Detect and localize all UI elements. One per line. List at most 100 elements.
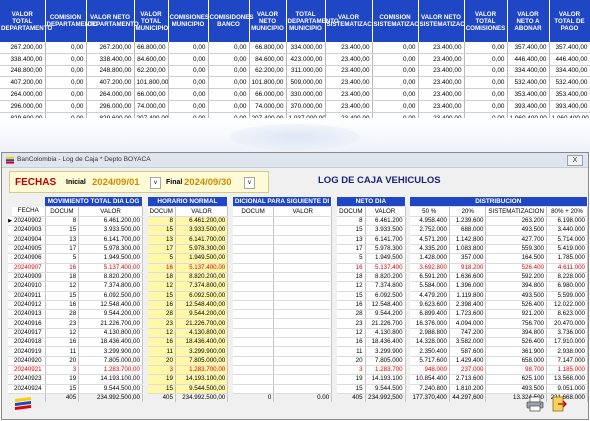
cell-d20: 1.083.800: [449, 244, 487, 255]
cell-nd-doc: 12: [337, 328, 366, 339]
column-gap: [331, 253, 338, 264]
start-date-dropdown[interactable]: v: [150, 177, 161, 189]
cell-mt-val: 5.137.400,00: [78, 263, 143, 273]
column-gap: [142, 384, 148, 394]
col-header-docum[interactable]: DOCUM: [147, 206, 176, 217]
log-caja-grid: MOVIMIENTO TOTAL DIA LOG HORARIO NORMAL …: [8, 197, 589, 403]
cell-d8020: 5.714.000: [546, 235, 589, 245]
end-date-dropdown[interactable]: v: [244, 177, 255, 189]
table-row[interactable]: 20240921 3 1.283.700,00 3 1.283.700,00 3 1.283…: [8, 365, 589, 376]
table-row[interactable]: 20240923 19 14.193.100,00 19 14.193.100,00 19…: [8, 374, 589, 385]
cell-nd-doc: 12: [337, 281, 366, 292]
cell-nd-doc: 5: [337, 253, 366, 264]
cell-ad-doc: [232, 272, 275, 283]
col-header-sistematizacion[interactable]: SISTEMATIZACION: [485, 206, 547, 217]
close-button[interactable]: X: [567, 155, 583, 166]
cell-nd-val: 5.137.400: [365, 263, 406, 273]
column-gap: [142, 291, 148, 301]
column-gap: [227, 216, 233, 226]
cell-fecha: 20240906: [12, 253, 46, 264]
end-date-input[interactable]: 2024/09/30: [184, 177, 232, 188]
table-row[interactable]: 20240910 12 7.374.800,00 12 7.374.800,00 12 7.…: [8, 281, 589, 292]
table-row[interactable]: 20240920 20 7.805.000,00 20 7.805.000,00 20 7.…: [8, 356, 589, 367]
cell-d20: 1.723.600: [449, 309, 487, 320]
cell-mt-doc: 12: [45, 328, 80, 339]
col-header-50[interactable]: 50 %: [409, 206, 450, 217]
cell-d50: 4.958.400: [409, 216, 450, 227]
bg-table-cell: 0,00: [464, 53, 508, 66]
bg-table-cell: 0,00: [208, 100, 250, 113]
column-gap: [227, 337, 233, 347]
cell-mt-val: 8.820.200,00: [78, 272, 143, 283]
cell-nd-doc: 17: [337, 244, 366, 255]
col-header-docum[interactable]: DOCUM: [45, 206, 80, 217]
bg-table-cell: 66.000,00: [249, 88, 287, 101]
cell-d8020: 8.228.000: [546, 272, 589, 283]
cell-nd-doc: 28: [337, 309, 366, 320]
table-row[interactable]: 20240917 12 4.130.800,00 12 4.130.800,00 12 4.…: [8, 328, 589, 339]
bg-table-row: 267.200,00 0,00 267.200,00 66.800,00 0,00 0,0…: [0, 42, 590, 54]
table-row[interactable]: 20240916 23 21.226.700,00 23 21.226.700,00 23…: [8, 318, 589, 329]
group-header-horario: HORARIO NORMAL: [147, 197, 229, 207]
totals-row: 405 234.992.500,00 405 234.992.500,00 0 0.00 4…: [8, 393, 589, 403]
column-gap: [331, 281, 338, 291]
cell-mt-doc: 8: [45, 216, 80, 227]
cell-dsis: 493.500: [485, 225, 547, 236]
table-row[interactable]: 20240913 28 9.544.200,00 28 9.544.200,00 28 9.…: [8, 309, 589, 320]
col-header-docum[interactable]: DOCUM: [232, 206, 275, 217]
table-row[interactable]: 20240924 15 9.544.500,00 15 9.544.500,00 15 9.…: [8, 384, 589, 394]
cell-d20: 2.713.600: [449, 374, 487, 385]
table-row[interactable]: 20240903 15 3.933.500,00 15 3.933.500,00 15 3.…: [8, 225, 589, 236]
col-header-valor[interactable]: VALOR: [365, 206, 406, 217]
bg-table-cell: 0,00: [168, 65, 209, 78]
cell-dsis: 13.324,500: [485, 393, 547, 403]
cell-mt-val: 21.226.700,00: [78, 318, 143, 329]
bg-table-cell: 407.200,00: [86, 76, 135, 90]
table-row[interactable]: 20240919 11 3.299.900,00 11 3.299.900,00 11 3.…: [8, 346, 589, 357]
column-gap: [405, 309, 410, 319]
cell-mt-doc: 15: [45, 291, 80, 301]
table-row[interactable]: 20240907 16 5.137.400,00 16 5.137.400,00 16 5.…: [8, 263, 589, 273]
cell-d8020: 12.022.000: [546, 300, 589, 311]
cell-hn-val: 6.461.200,00: [175, 216, 229, 227]
bg-table-cell: 0,00: [208, 65, 250, 78]
cell-d20: 237.000: [449, 365, 487, 376]
table-row[interactable]: 20240906 5 1.949.500,00 5 1.949.500,00 5 1.949…: [8, 253, 589, 264]
bg-table-cell: 23.400,00: [418, 42, 465, 54]
row-selector: [8, 337, 12, 348]
column-gap: [227, 374, 233, 385]
cell-mt-val: 14.193.100,00: [78, 374, 143, 385]
table-row[interactable]: 20240912 16 12.548.400,00 16 12.548.400,00 16…: [8, 300, 589, 311]
col-header-fecha[interactable]: FECHA: [12, 206, 46, 217]
column-gap: [331, 346, 338, 357]
bg-table-cell: 0,00: [45, 53, 87, 66]
cell-ad-doc: [232, 384, 275, 394]
bg-table-cell: 532.400,00: [549, 76, 590, 90]
start-date-input[interactable]: 2024/09/01: [92, 177, 140, 188]
cell-nd-val: 234.992,500: [365, 393, 406, 403]
row-selector: [8, 291, 12, 301]
table-row[interactable]: 20240905 17 5.978.300,00 17 5.978.300,00 17 5.…: [8, 244, 589, 255]
column-gap: [227, 263, 233, 273]
col-header-20[interactable]: 20%: [449, 206, 487, 217]
cell-d50: 5.717.600: [409, 356, 450, 367]
exit-door-icon[interactable]: [550, 396, 568, 412]
col-header-valor[interactable]: VALOR: [78, 206, 143, 217]
table-row[interactable]: 20240909 18 8.820.200,00 18 8.820.200,00 18 8.…: [8, 272, 589, 283]
col-header-80-20[interactable]: 80% + 20%: [546, 206, 589, 217]
table-row[interactable]: 20240918 16 18.436.400,00 16 18.436.400,00 16…: [8, 337, 589, 348]
row-selector: [8, 356, 12, 367]
printer-icon[interactable]: [526, 396, 544, 412]
table-row[interactable]: 20240911 15 6.092.500,00 15 6.092.500,00 15 6.…: [8, 291, 589, 301]
table-row[interactable]: ▶ 20240902 8 6.461.200,00 8 6.461.200,00 8 6.46…: [8, 216, 589, 227]
cell-nd-val: 7.374.800: [365, 281, 406, 292]
col-header-valor[interactable]: VALOR: [175, 206, 229, 217]
cell-d20: 1.396.000: [449, 281, 487, 292]
bg-table-cell: 0,00: [45, 100, 87, 113]
col-header-docum[interactable]: DOCUM: [337, 206, 366, 217]
col-header-valor[interactable]: VALOR: [273, 206, 333, 217]
table-row[interactable]: 20240904 13 6.141.700,00 13 6.141.700,00 13 6.…: [8, 235, 589, 245]
cell-mt-val: 6.141.700,00: [78, 235, 143, 245]
column-gap: [142, 225, 148, 236]
background-summary-table: VALOR TOTAL DEPARTAMENTO COMISION DEPARTA…: [0, 0, 590, 125]
